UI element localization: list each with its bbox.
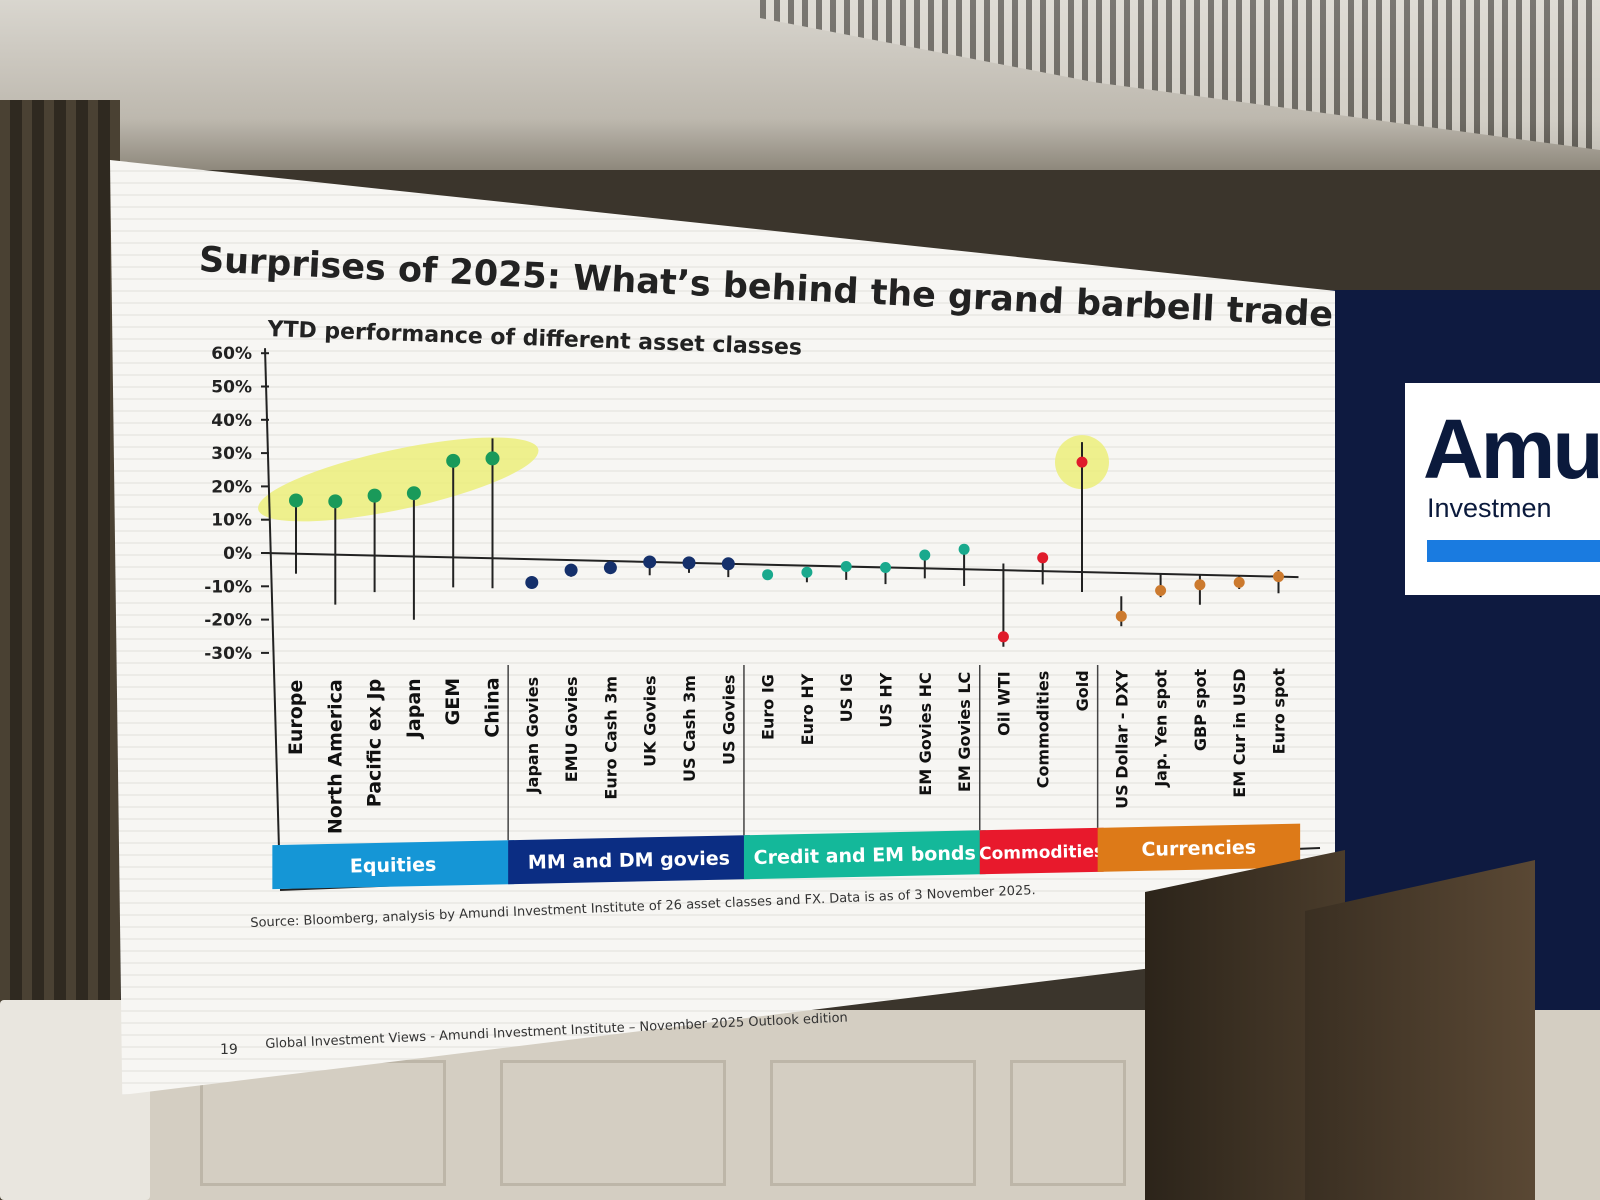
dot-us-govies <box>721 557 735 571</box>
category-label-euro-cash-3m: Euro Cash 3m <box>601 676 620 800</box>
category-label-em-govies-lc: EM Govies LC <box>955 672 974 792</box>
dot-commodities <box>1037 552 1049 564</box>
dot-emu-govies <box>564 563 578 577</box>
dot-gold <box>1076 456 1088 468</box>
category-label-gem: GEM <box>442 678 464 725</box>
y-tick-label: 30% <box>211 444 252 464</box>
category-label-euro-spot: Euro spot <box>1270 668 1289 755</box>
dot-em-govies-hc <box>919 549 931 561</box>
dot-em-govies-lc <box>958 543 970 555</box>
group-label-currencies: Currencies <box>1141 837 1256 861</box>
y-tick-label: 60% <box>211 344 252 364</box>
zero-line <box>264 552 1299 579</box>
category-label-em-cur-in-usd: EM Cur in USD <box>1230 668 1249 797</box>
dot-oil-wti <box>997 631 1009 643</box>
group-bars: Equities MM and DM govies Credit and EM bo… <box>272 823 1301 890</box>
dot-japan-govies <box>525 576 539 590</box>
category-label-china: China <box>482 677 504 737</box>
category-label-us-ig: US IG <box>837 673 856 722</box>
logo-accent-bar <box>1427 540 1600 562</box>
highlight-ellipse-equities <box>258 437 539 522</box>
page-number: 19 <box>220 1042 238 1058</box>
dot-gbp-spot <box>1194 579 1206 591</box>
logo-name: Amu <box>1423 402 1600 496</box>
group-bar-equities <box>272 840 515 890</box>
wall-panel <box>770 1060 976 1186</box>
category-label-uk-govies: UK Govies <box>641 675 660 766</box>
category-label-em-govies-hc: EM Govies HC <box>916 672 935 796</box>
dot-euro-hy <box>801 566 813 578</box>
dot-jap-yen-spot <box>1155 585 1167 597</box>
category-label-us-cash-3m: US Cash 3m <box>680 675 699 782</box>
y-tick-label: 0% <box>223 544 252 564</box>
group-label-credit-and-em-bonds: Credit and EM bonds <box>753 842 976 869</box>
logo-tagline: Investmen <box>1427 493 1552 523</box>
dot-pacific-ex-jp <box>367 488 382 503</box>
y-tick-label: -20% <box>204 611 252 631</box>
wall-panel <box>1010 1060 1126 1186</box>
category-label-north-america: North America <box>324 679 346 834</box>
category-label-oil-wti: Oil WTI <box>994 671 1013 736</box>
dot-us-cash-3m <box>682 556 696 570</box>
group-bar-commodities <box>979 827 1104 875</box>
category-label-europe: Europe <box>285 680 307 755</box>
dot-japan <box>406 486 421 501</box>
dot-euro-cash-3m <box>603 561 617 575</box>
y-tick-label: 40% <box>211 411 252 431</box>
category-label-emu-govies: EMU Govies <box>562 676 581 782</box>
dot-north-america <box>328 494 343 509</box>
category-label-japan: Japan <box>403 678 425 740</box>
projection-screen <box>110 160 1335 1095</box>
y-axis-line <box>264 348 281 886</box>
dot-gem <box>446 453 461 468</box>
category-label-gbp-spot: GBP spot <box>1191 669 1210 752</box>
category-label-us-hy: US HY <box>877 672 896 727</box>
group-bar-currencies <box>1097 823 1301 872</box>
category-label-commodities: Commodities <box>1034 671 1053 789</box>
dot-euro-spot <box>1273 571 1284 583</box>
category-labels: Europe North America Pacific ex Jp Japan GEM… <box>285 668 1289 835</box>
y-tick-label: -30% <box>204 644 252 664</box>
y-tick-label: -10% <box>204 577 252 597</box>
highlight-layer <box>258 435 1109 522</box>
group-label-commodities: Commodities <box>979 842 1104 865</box>
dot-uk-govies <box>643 555 657 569</box>
dot-euro-ig <box>762 569 774 581</box>
y-tick-label: 20% <box>211 477 252 497</box>
dot-em-cur-in-usd <box>1233 576 1245 588</box>
category-label-us-govies: US Govies <box>719 675 738 766</box>
category-label-jap-yen-spot: Jap. Yen spot <box>1152 669 1171 788</box>
lectern-right <box>1305 860 1535 1200</box>
wall-panel <box>500 1060 726 1186</box>
group-label-mm-and-dm-govies: MM and DM govies <box>528 848 730 874</box>
y-tick-label: 10% <box>211 511 252 531</box>
group-bar-credit-and-em-bonds <box>743 830 986 880</box>
category-label-japan-govies: Japan Govies <box>523 677 542 794</box>
group-label-equities: Equities <box>350 854 437 878</box>
category-label-euro-hy: Euro HY <box>798 673 817 745</box>
dot-us-dollar-dxy <box>1115 610 1127 622</box>
dot-us-hy <box>880 561 891 573</box>
dot-us-ig <box>840 561 852 573</box>
category-label-gold: Gold <box>1073 670 1092 711</box>
category-label-us-dollar-dxy: US Dollar - DXY <box>1112 669 1131 808</box>
dot-china <box>485 451 500 466</box>
dot-layer <box>289 451 1284 643</box>
dot-europe <box>289 493 303 508</box>
amundi-logo-card: Amu Investmen <box>1405 383 1600 595</box>
category-label-euro-ig: Euro IG <box>759 674 778 740</box>
y-tick-label: 50% <box>211 378 252 398</box>
category-label-pacific-ex-jp: Pacific ex Jp <box>364 679 386 807</box>
group-bar-mm-and-dm-govies <box>508 835 750 885</box>
